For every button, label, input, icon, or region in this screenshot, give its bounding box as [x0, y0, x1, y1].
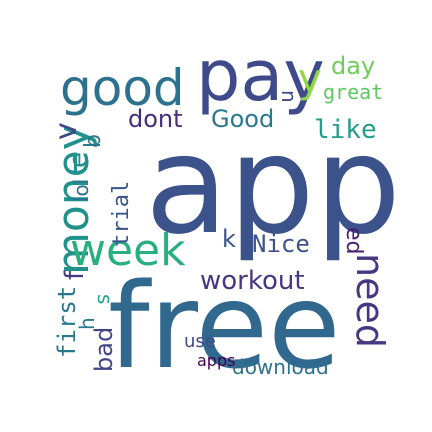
- word-y: y: [298, 56, 322, 102]
- word-trial: trial: [109, 181, 134, 247]
- word-week: week: [70, 225, 186, 276]
- word-good: good: [60, 59, 185, 117]
- word-money: money: [48, 124, 99, 275]
- word-apps: apps: [197, 351, 235, 370]
- word-f: f: [60, 270, 90, 280]
- word-good-capital: Good: [211, 105, 274, 133]
- word-workout: workout: [200, 266, 305, 296]
- word-ed: ed: [341, 227, 366, 255]
- word-nice: Nice: [252, 230, 310, 258]
- word-v: v: [49, 122, 84, 140]
- word-s: s: [93, 294, 117, 304]
- word-free: free: [108, 257, 341, 395]
- word-need: need: [348, 253, 392, 348]
- word-use: use: [184, 331, 216, 352]
- word-h: h: [75, 317, 99, 330]
- word-pay: pay: [196, 35, 325, 117]
- word-app: app: [145, 107, 401, 265]
- word-e: e: [64, 152, 94, 168]
- word-first: first: [53, 286, 81, 358]
- word-b: b: [81, 134, 106, 148]
- word-day: day: [331, 52, 375, 80]
- word-dont: dont: [128, 105, 183, 133]
- word-great: great: [323, 80, 383, 104]
- word-n: n: [277, 90, 301, 103]
- word-bad: bad: [90, 327, 118, 372]
- word-like: like: [314, 115, 377, 145]
- word-k: k: [222, 225, 236, 253]
- word-lol: lol: [69, 179, 93, 202]
- word-download: download: [232, 355, 329, 379]
